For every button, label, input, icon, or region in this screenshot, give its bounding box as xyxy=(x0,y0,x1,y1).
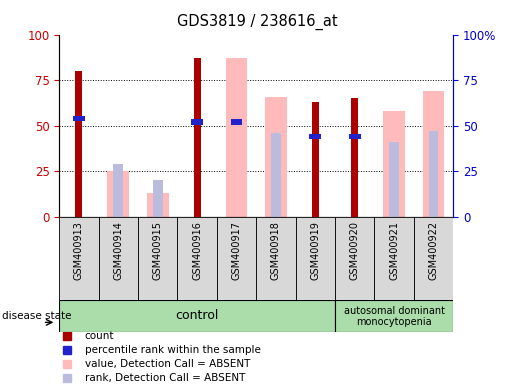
Bar xyxy=(312,102,319,217)
Text: GSM400917: GSM400917 xyxy=(232,221,242,280)
Text: GSM400922: GSM400922 xyxy=(428,221,438,280)
Text: GSM400921: GSM400921 xyxy=(389,221,399,280)
Bar xyxy=(99,217,138,300)
Text: GSM400913: GSM400913 xyxy=(74,221,84,280)
Bar xyxy=(265,97,287,217)
Bar xyxy=(374,217,414,300)
Text: count: count xyxy=(85,331,114,341)
Text: monocytopenia: monocytopenia xyxy=(356,317,432,328)
Bar xyxy=(335,217,374,300)
Bar xyxy=(231,119,243,125)
Bar xyxy=(335,300,453,332)
Bar xyxy=(177,217,217,300)
Bar xyxy=(194,58,201,217)
Bar xyxy=(191,119,203,125)
Text: value, Detection Call = ABSENT: value, Detection Call = ABSENT xyxy=(85,359,250,369)
Text: rank, Detection Call = ABSENT: rank, Detection Call = ABSENT xyxy=(85,373,245,383)
Text: GSM400914: GSM400914 xyxy=(113,221,123,280)
Bar xyxy=(59,217,99,300)
Text: GSM400916: GSM400916 xyxy=(192,221,202,280)
Bar xyxy=(217,217,256,300)
Bar xyxy=(75,71,82,217)
Text: GSM400915: GSM400915 xyxy=(153,221,163,280)
Text: disease state: disease state xyxy=(2,311,71,321)
Bar xyxy=(59,300,335,332)
Text: GSM400919: GSM400919 xyxy=(311,221,320,280)
Bar xyxy=(153,180,163,217)
Bar xyxy=(423,91,444,217)
Bar xyxy=(296,217,335,300)
Text: GDS3819 / 238616_at: GDS3819 / 238616_at xyxy=(177,13,338,30)
Bar xyxy=(414,217,453,300)
Bar xyxy=(108,171,129,217)
Bar xyxy=(256,217,296,300)
Bar xyxy=(138,217,177,300)
Bar xyxy=(383,111,405,217)
Bar xyxy=(73,116,85,121)
Bar xyxy=(226,58,247,217)
Bar xyxy=(147,193,168,217)
Bar xyxy=(428,131,438,217)
Text: autosomal dominant: autosomal dominant xyxy=(344,306,444,316)
Text: control: control xyxy=(176,310,219,322)
Text: percentile rank within the sample: percentile rank within the sample xyxy=(85,345,261,355)
Bar xyxy=(351,98,358,217)
Bar xyxy=(349,134,360,139)
Bar xyxy=(389,142,399,217)
Bar xyxy=(310,134,321,139)
Bar xyxy=(113,164,123,217)
Text: GSM400918: GSM400918 xyxy=(271,221,281,280)
Bar xyxy=(271,133,281,217)
Text: GSM400920: GSM400920 xyxy=(350,221,359,280)
